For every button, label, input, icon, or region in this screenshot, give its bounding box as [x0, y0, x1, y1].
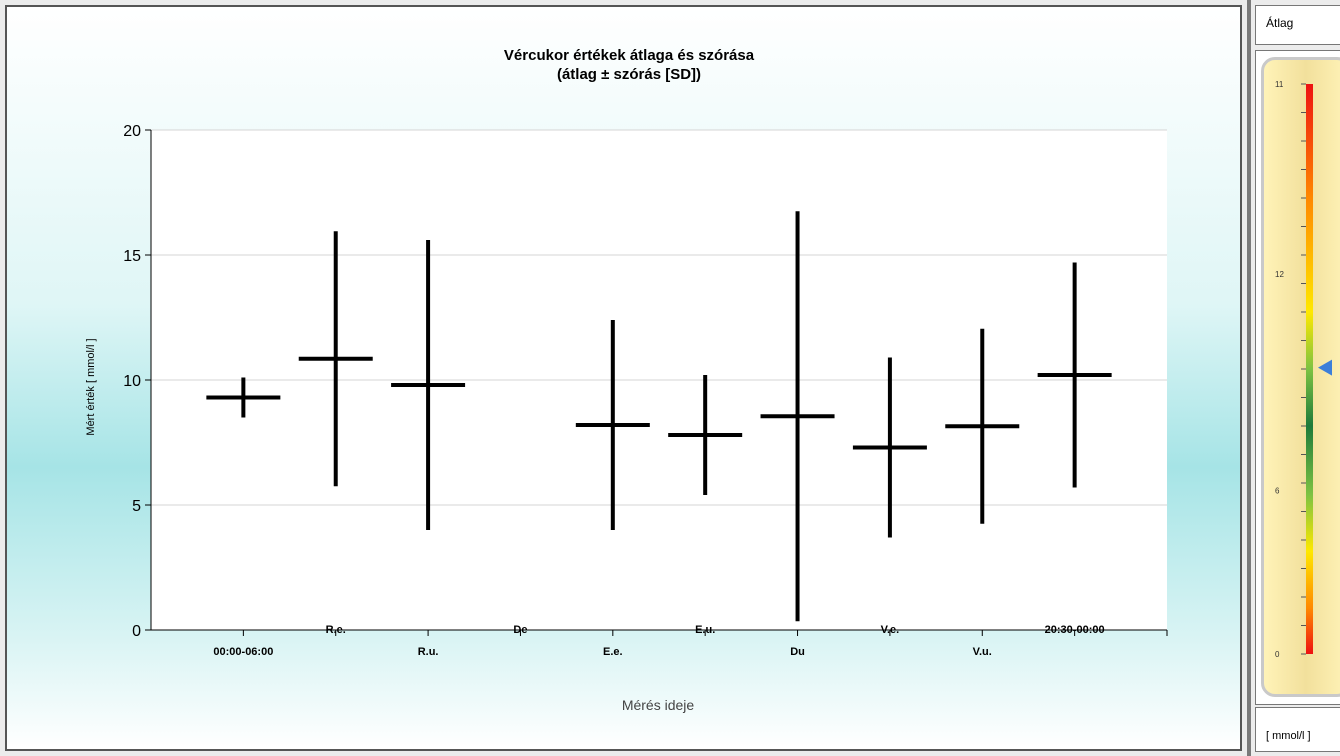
y-axis-label: Mért érték [ mmol/l ]: [85, 338, 97, 435]
x-tick-label: R.u.: [418, 646, 439, 658]
x-tick-label: R.e.: [326, 624, 346, 636]
x-tick-label: E.u.: [695, 624, 715, 636]
chart-frame: Vércukor értékek átlaga és szórása (átla…: [0, 0, 1247, 756]
gauge-color-bar: [1306, 84, 1313, 654]
x-tick-label: V.u.: [973, 646, 992, 658]
gauge-scale-label: 12: [1275, 270, 1284, 279]
y-tick-label: 10: [123, 373, 141, 390]
x-tick-label: V.e.: [881, 624, 900, 636]
average-side-panel: Átlag 11 12 6 0 [ mmol/l ]: [1251, 0, 1340, 756]
chart-subtitle: (átlag ± szórás [SD]): [557, 66, 701, 83]
chart-panel: Vércukor értékek átlaga és szórása (átla…: [5, 5, 1242, 751]
x-tick-label: 00:00-06:00: [213, 646, 273, 658]
gauge-scale-label: 11: [1275, 80, 1284, 89]
x-tick-label: 20:30-00:00: [1045, 624, 1105, 636]
y-tick-label: 20: [123, 123, 141, 140]
average-gauge: 11 12 6 0: [1261, 57, 1340, 697]
x-tick-label: De: [513, 624, 527, 636]
y-tick-label: 15: [123, 248, 141, 265]
x-axis-label: Mérés ideje: [622, 697, 695, 713]
y-tick-label: 5: [132, 498, 141, 515]
plot-area: 0 5 10 15 20 00:00-06:00 R.e. R.u. De E.e. E.u. Du V…: [123, 123, 1168, 658]
gauge-scale-label: 6: [1275, 486, 1280, 495]
x-tick-label: Du: [790, 646, 805, 658]
chart-title: Vércukor értékek átlaga és szórása: [504, 47, 755, 64]
y-tick-label: 0: [132, 623, 141, 640]
gauge-marker-icon: [1318, 359, 1332, 376]
error-bar-chart: Vércukor értékek átlaga és szórása (átla…: [85, 47, 1168, 713]
gauge-scale: 11 12 6 0: [1275, 80, 1332, 659]
gauge-scale-label: 0: [1275, 650, 1280, 659]
x-tick-label: E.e.: [603, 646, 623, 658]
average-header: Átlag: [1255, 5, 1340, 45]
unit-label: [ mmol/l ]: [1255, 707, 1340, 752]
average-gauge-box: 11 12 6 0: [1255, 50, 1340, 705]
